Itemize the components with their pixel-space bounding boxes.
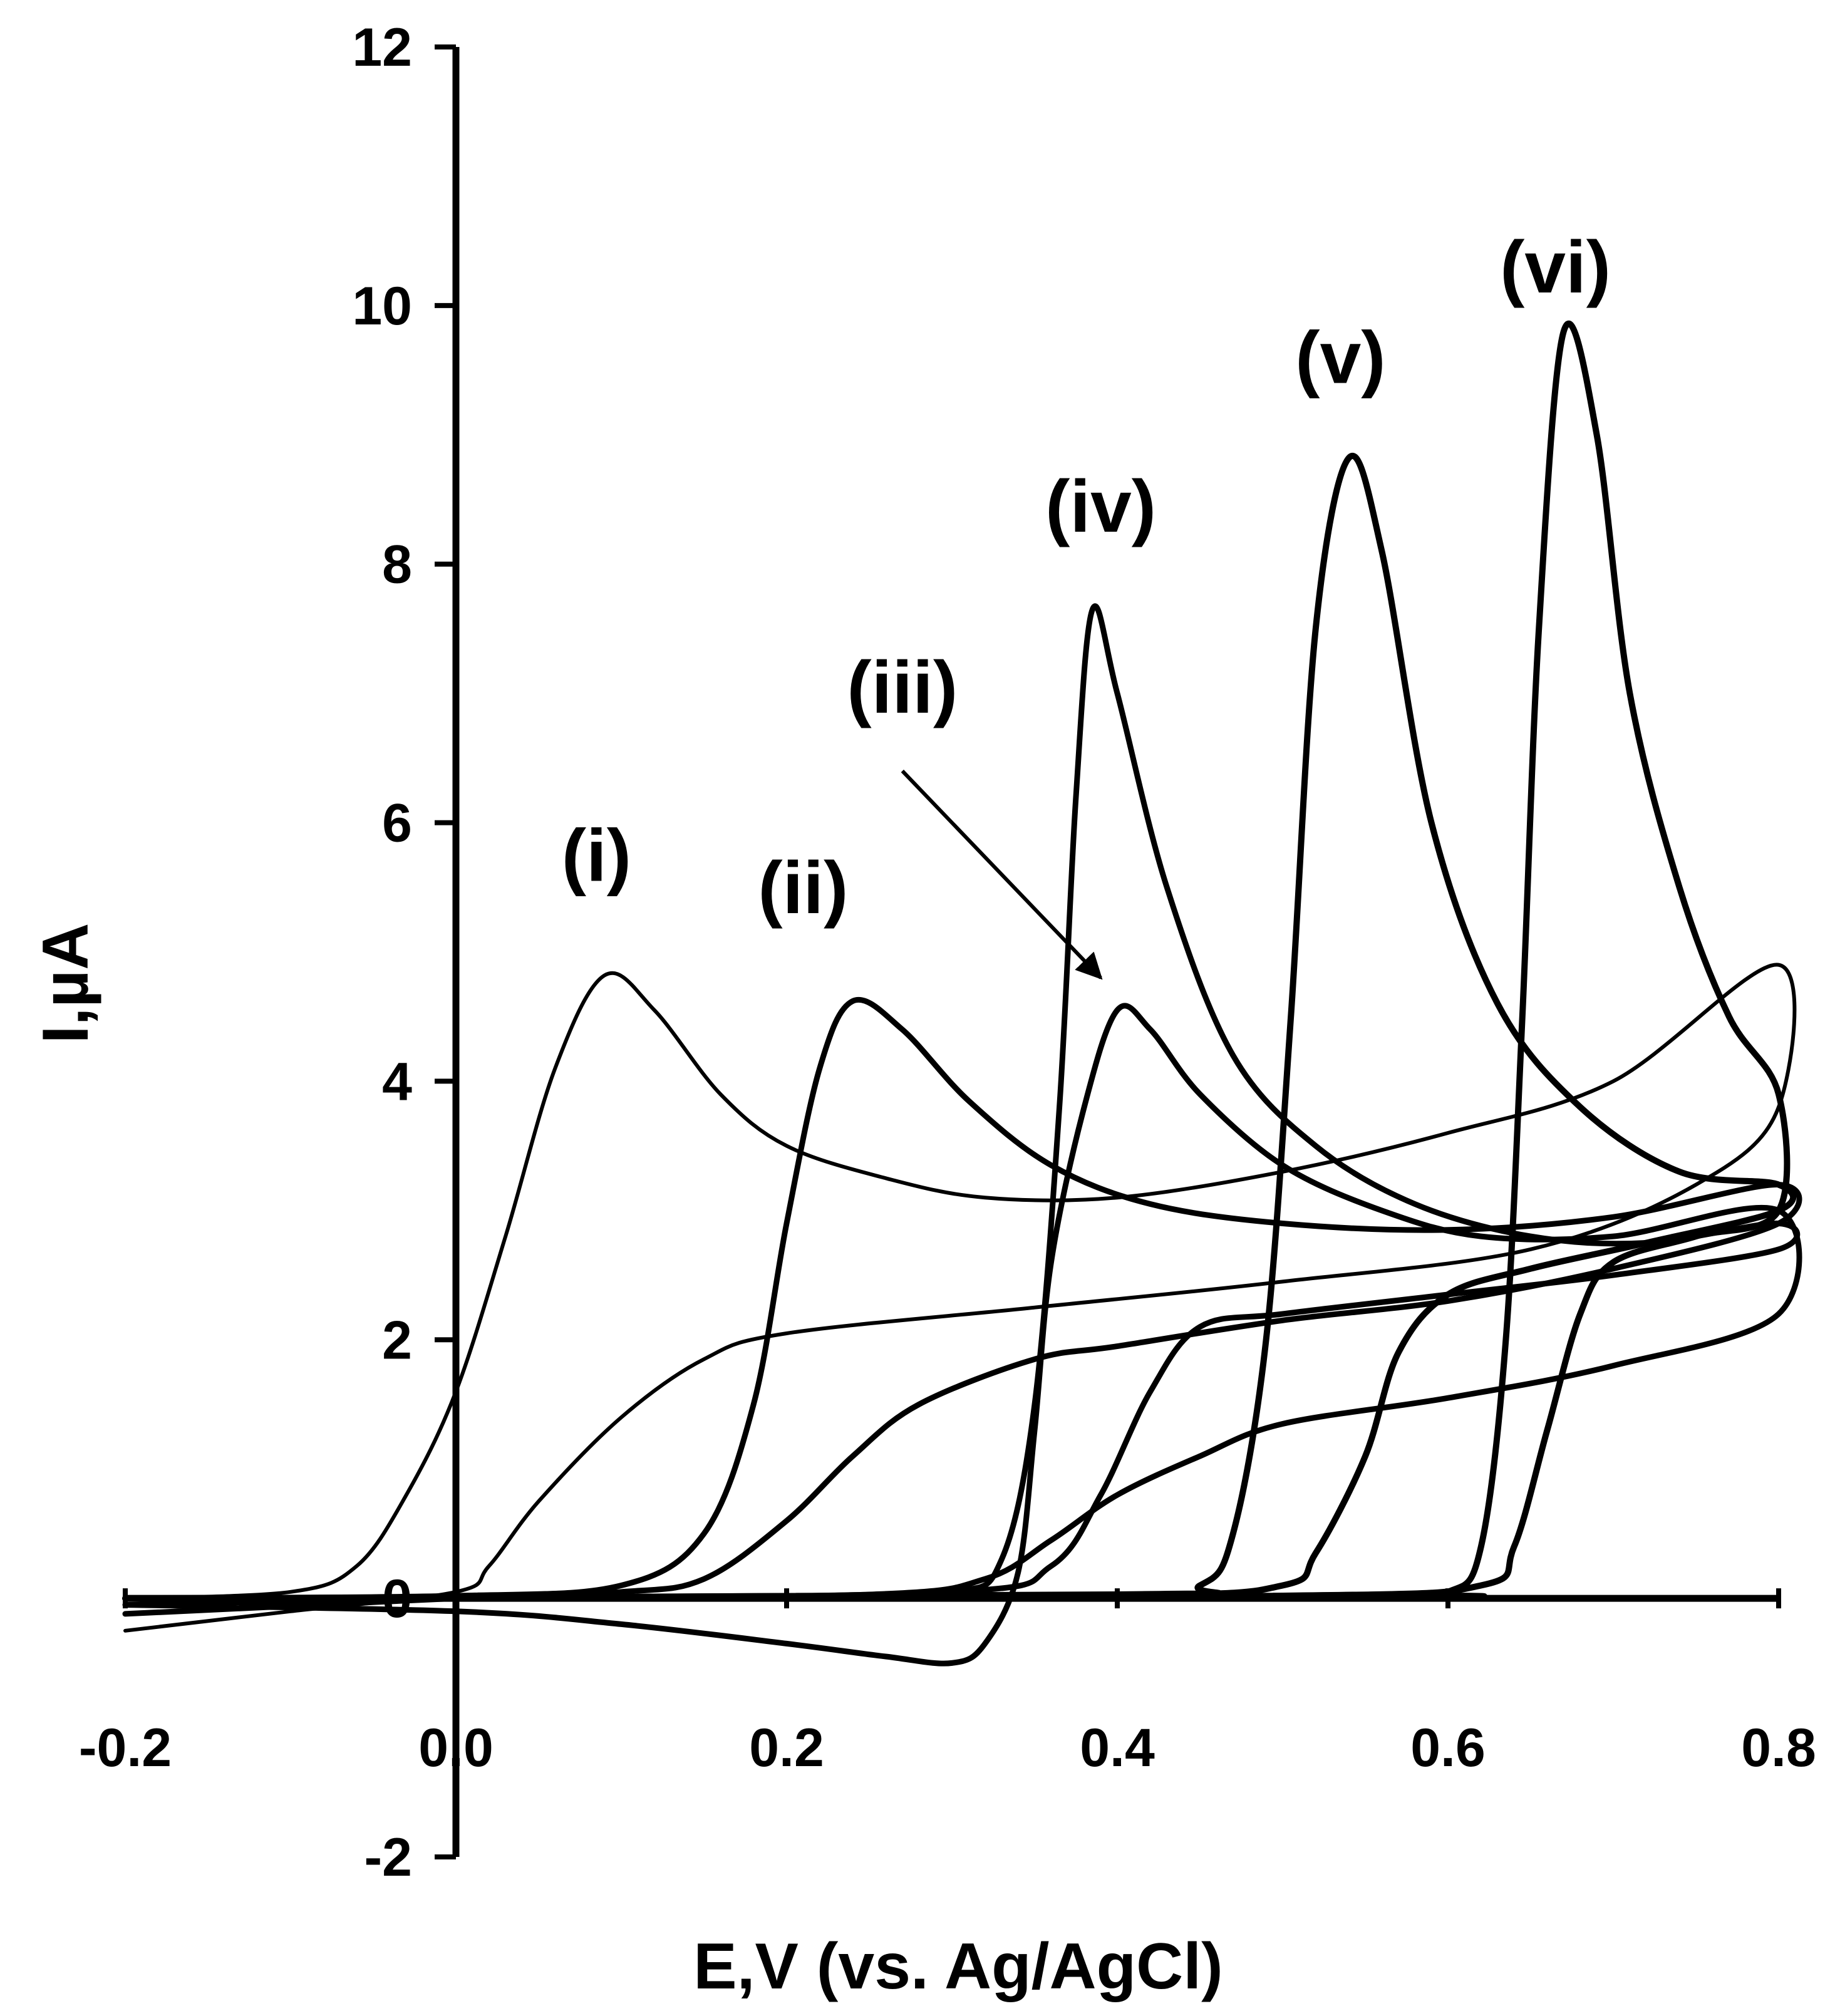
y-tick-label: 8 xyxy=(382,535,412,595)
curve-i xyxy=(123,963,1797,1633)
x-tick-label: 0.6 xyxy=(1410,1718,1486,1778)
curve-label-ii: (ii) xyxy=(758,847,848,929)
curve-label-i: (i) xyxy=(562,814,631,897)
curve-vi xyxy=(122,320,1791,1602)
curve-ii xyxy=(122,996,1802,1617)
y-axis-title: I,µA xyxy=(29,923,102,1044)
y-tick-label: 4 xyxy=(382,1052,412,1112)
x-tick-label: 0.8 xyxy=(1741,1718,1816,1778)
curve-iii xyxy=(122,1003,1802,1667)
curve-labels: (i) (ii) (iii) (iv) (v) (vi) xyxy=(562,226,1611,929)
curve-v xyxy=(122,453,1797,1602)
curve-iv xyxy=(122,603,1801,1602)
y-tick-label: -2 xyxy=(364,1827,412,1888)
x-axis-title: E,V (vs. Ag/AgCl) xyxy=(693,1930,1223,2003)
curve-label-iii: (iii) xyxy=(847,646,958,729)
x-tick-label: -0.2 xyxy=(79,1718,172,1778)
x-ticks: -0.2 0.0 0.2 0.4 0.6 0.8 xyxy=(79,1588,1816,1778)
curve-label-vi: (vi) xyxy=(1500,226,1611,309)
x-tick-label: 0.0 xyxy=(418,1718,494,1778)
y-tick-label: 12 xyxy=(352,18,412,78)
curve-label-iv: (iv) xyxy=(1045,465,1156,548)
y-tick-label: 2 xyxy=(382,1310,412,1370)
curve-label-v: (v) xyxy=(1295,317,1385,400)
x-tick-label: 0.2 xyxy=(749,1718,824,1778)
y-tick-label: 10 xyxy=(352,276,412,336)
voltammogram-curves xyxy=(122,320,1802,1667)
curve-iii-annotation-arrow xyxy=(901,769,1103,980)
y-tick-label: 6 xyxy=(382,793,412,854)
x-tick-label: 0.4 xyxy=(1080,1718,1155,1778)
